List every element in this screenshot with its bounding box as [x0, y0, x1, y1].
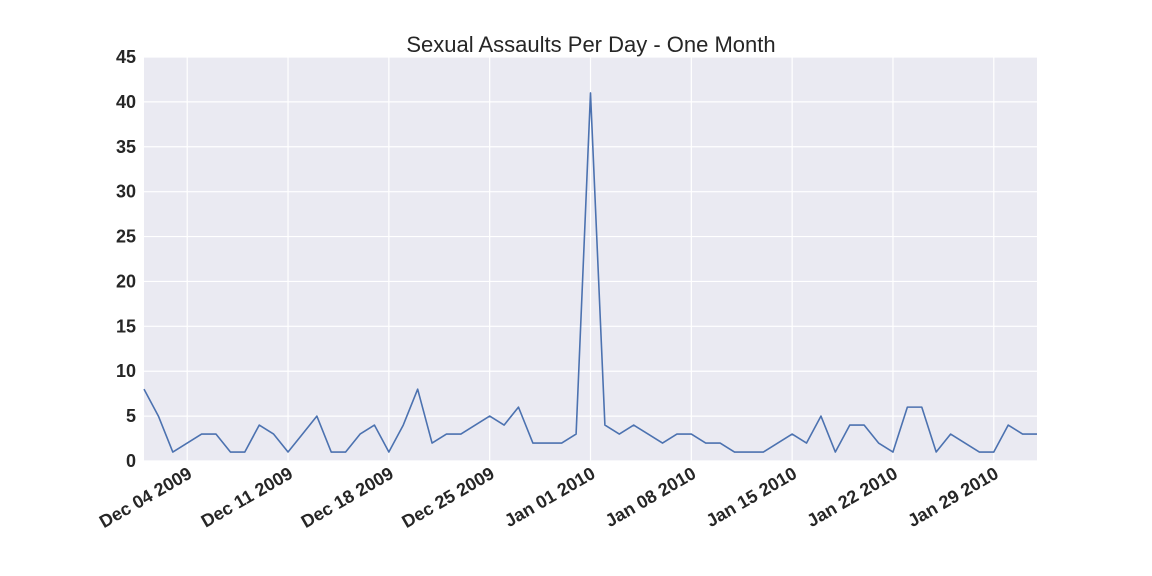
y-tick-label: 10	[116, 361, 136, 381]
x-tick-label: Jan 08 2010	[602, 463, 700, 531]
series-line	[143, 92, 1037, 453]
chart-title: Sexual Assaults Per Day - One Month	[406, 32, 775, 57]
y-tick-label: 30	[116, 182, 136, 202]
y-tick-label: 40	[116, 92, 136, 112]
x-axis: Dec 04 2009 Dec 11 2009 Dec 18 2009 Dec 25 …	[96, 463, 1002, 532]
y-tick-label: 0	[126, 451, 136, 471]
x-tick-label: Dec 04 2009	[96, 463, 195, 532]
x-tick-label: Dec 18 2009	[298, 463, 397, 532]
y-tick-label: 20	[116, 271, 136, 291]
y-tick-label: 25	[116, 227, 136, 247]
y-tick-label: 5	[126, 406, 136, 426]
grid	[144, 56, 1037, 462]
x-tick-label: Jan 01 2010	[501, 463, 599, 531]
y-tick-label: 15	[116, 316, 136, 336]
x-tick-label: Jan 29 2010	[904, 463, 1002, 531]
y-tick-label: 45	[116, 47, 136, 67]
x-tick-label: Dec 25 2009	[398, 463, 497, 532]
x-tick-label: Jan 15 2010	[703, 463, 801, 531]
x-tick-label: Dec 11 2009	[198, 463, 296, 531]
x-tick-label: Jan 22 2010	[803, 463, 901, 531]
series-layer	[143, 92, 1037, 453]
y-tick-label: 35	[116, 137, 136, 157]
y-axis: 0 5 10 15 20 25 30 35 40 45	[116, 47, 136, 471]
